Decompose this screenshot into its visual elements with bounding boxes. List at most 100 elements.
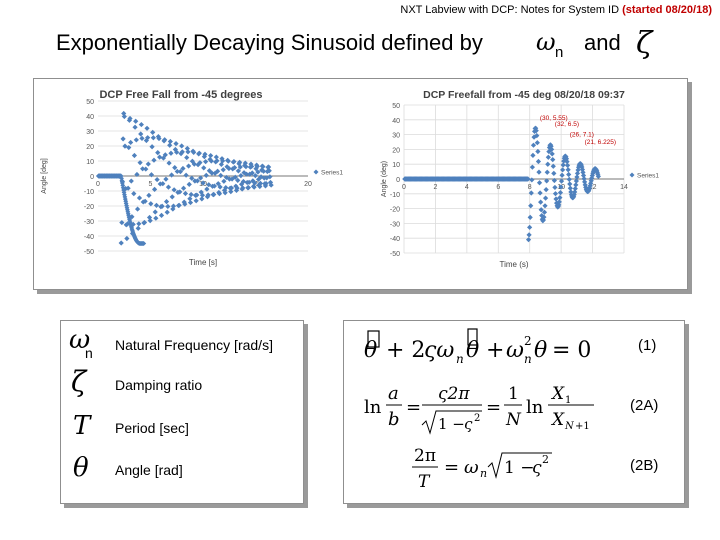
x-tick-label: 5 bbox=[149, 181, 153, 188]
x-tick-label: 2 bbox=[433, 184, 437, 191]
data-point bbox=[147, 218, 153, 224]
data-point bbox=[165, 203, 171, 210]
chart-right: 50403020100-10-20-30-40-5002468101214DCP… bbox=[376, 81, 686, 287]
svg-text:n: n bbox=[480, 467, 487, 480]
data-point bbox=[208, 152, 214, 159]
data-point bbox=[153, 215, 159, 221]
data-point bbox=[566, 171, 572, 178]
data-point bbox=[156, 135, 162, 142]
data-point bbox=[140, 166, 146, 172]
data-point bbox=[169, 172, 175, 178]
data-point bbox=[234, 185, 240, 191]
data-point bbox=[238, 173, 244, 179]
x-axis-label: Time (s) bbox=[499, 260, 528, 269]
data-point bbox=[211, 191, 217, 198]
data-point bbox=[127, 115, 133, 122]
data-point bbox=[527, 214, 533, 221]
data-point bbox=[202, 151, 208, 157]
data-point bbox=[167, 142, 173, 148]
data-point bbox=[552, 191, 559, 197]
data-point bbox=[550, 157, 556, 163]
x-tick-label: 12 bbox=[589, 184, 597, 191]
data-point bbox=[173, 140, 179, 147]
data-point bbox=[266, 168, 272, 174]
svg-text:ς: ς bbox=[532, 458, 542, 478]
data-point bbox=[226, 165, 232, 172]
data-point bbox=[553, 196, 559, 202]
data-point bbox=[249, 163, 255, 170]
data-point bbox=[235, 177, 241, 184]
data-point bbox=[124, 221, 131, 227]
svg-text:X: X bbox=[550, 384, 565, 404]
data-point bbox=[150, 135, 156, 141]
data-point bbox=[121, 113, 127, 120]
legend-label-natural-frequency: Natural Frequency [rad/s] bbox=[115, 337, 273, 353]
data-point bbox=[204, 186, 210, 192]
svg-text:+1: +1 bbox=[575, 421, 590, 432]
data-point bbox=[167, 138, 173, 145]
data-point bbox=[174, 149, 180, 155]
data-point bbox=[142, 198, 148, 204]
y-tick-label: 10 bbox=[86, 159, 94, 166]
legend-label: Series1 bbox=[637, 173, 659, 180]
y-tick-label: -30 bbox=[390, 221, 400, 228]
data-point bbox=[220, 167, 226, 173]
data-point bbox=[237, 159, 243, 165]
svg-text:a: a bbox=[388, 383, 399, 404]
svg-text:2π: 2π bbox=[414, 446, 436, 466]
data-point bbox=[191, 149, 197, 155]
data-point bbox=[572, 189, 578, 195]
chart-right-svg: 50403020100-10-20-30-40-5002468101214DCP… bbox=[381, 89, 659, 269]
svg-text:1 −: 1 − bbox=[438, 415, 465, 433]
data-point bbox=[242, 160, 248, 166]
data-point bbox=[549, 151, 555, 157]
data-point bbox=[536, 180, 543, 186]
data-point bbox=[186, 181, 192, 188]
data-point bbox=[559, 172, 565, 178]
equation-2a: ln a b = ς2π 1 − ς 2 = 1 N ln X 1 X N +1 bbox=[364, 383, 594, 435]
data-point bbox=[566, 176, 572, 182]
data-point bbox=[131, 191, 137, 197]
equations-panel: θ + 2 ςω n θ + ω 2 n θ = 0 ln a b = ς2π … bbox=[343, 320, 685, 504]
data-point bbox=[525, 176, 531, 182]
legend-marker bbox=[629, 172, 635, 178]
data-point bbox=[143, 166, 149, 172]
chart-title: DCP Freefall from -45 deg 08/20/18 09:37 bbox=[423, 89, 625, 101]
data-point bbox=[122, 196, 128, 202]
legend-omega-symbol: ω bbox=[69, 325, 91, 355]
data-point bbox=[158, 212, 165, 218]
data-point bbox=[194, 192, 200, 198]
legend-zeta-symbol: ζ bbox=[71, 365, 87, 398]
y-tick-label: -20 bbox=[390, 207, 400, 214]
y-tick-label: -30 bbox=[84, 219, 94, 226]
data-point bbox=[580, 172, 587, 179]
svg-text:θ: θ bbox=[364, 338, 377, 363]
data-point bbox=[122, 143, 128, 149]
data-point bbox=[235, 168, 241, 174]
y-tick-label: 0 bbox=[396, 177, 400, 184]
svg-text:1: 1 bbox=[565, 395, 571, 406]
data-point bbox=[184, 145, 190, 152]
data-point bbox=[564, 162, 571, 169]
title-and: and bbox=[584, 30, 621, 55]
data-point bbox=[162, 137, 168, 143]
svg-text:1 −: 1 − bbox=[504, 458, 534, 478]
data-point bbox=[186, 163, 192, 169]
data-point bbox=[170, 203, 177, 209]
svg-text:ln: ln bbox=[364, 397, 382, 418]
data-point bbox=[257, 183, 263, 190]
data-point bbox=[199, 192, 206, 198]
data-point bbox=[203, 159, 209, 165]
data-point bbox=[538, 207, 544, 213]
data-point bbox=[152, 209, 158, 215]
data-point bbox=[222, 190, 228, 196]
y-tick-label: 40 bbox=[392, 118, 400, 125]
data-point bbox=[177, 169, 184, 175]
data-point bbox=[246, 179, 252, 185]
data-point bbox=[151, 186, 158, 192]
data-point bbox=[148, 201, 154, 207]
data-point bbox=[542, 203, 548, 209]
data-point bbox=[240, 178, 247, 185]
data-point bbox=[208, 158, 214, 164]
data-point bbox=[223, 185, 229, 191]
